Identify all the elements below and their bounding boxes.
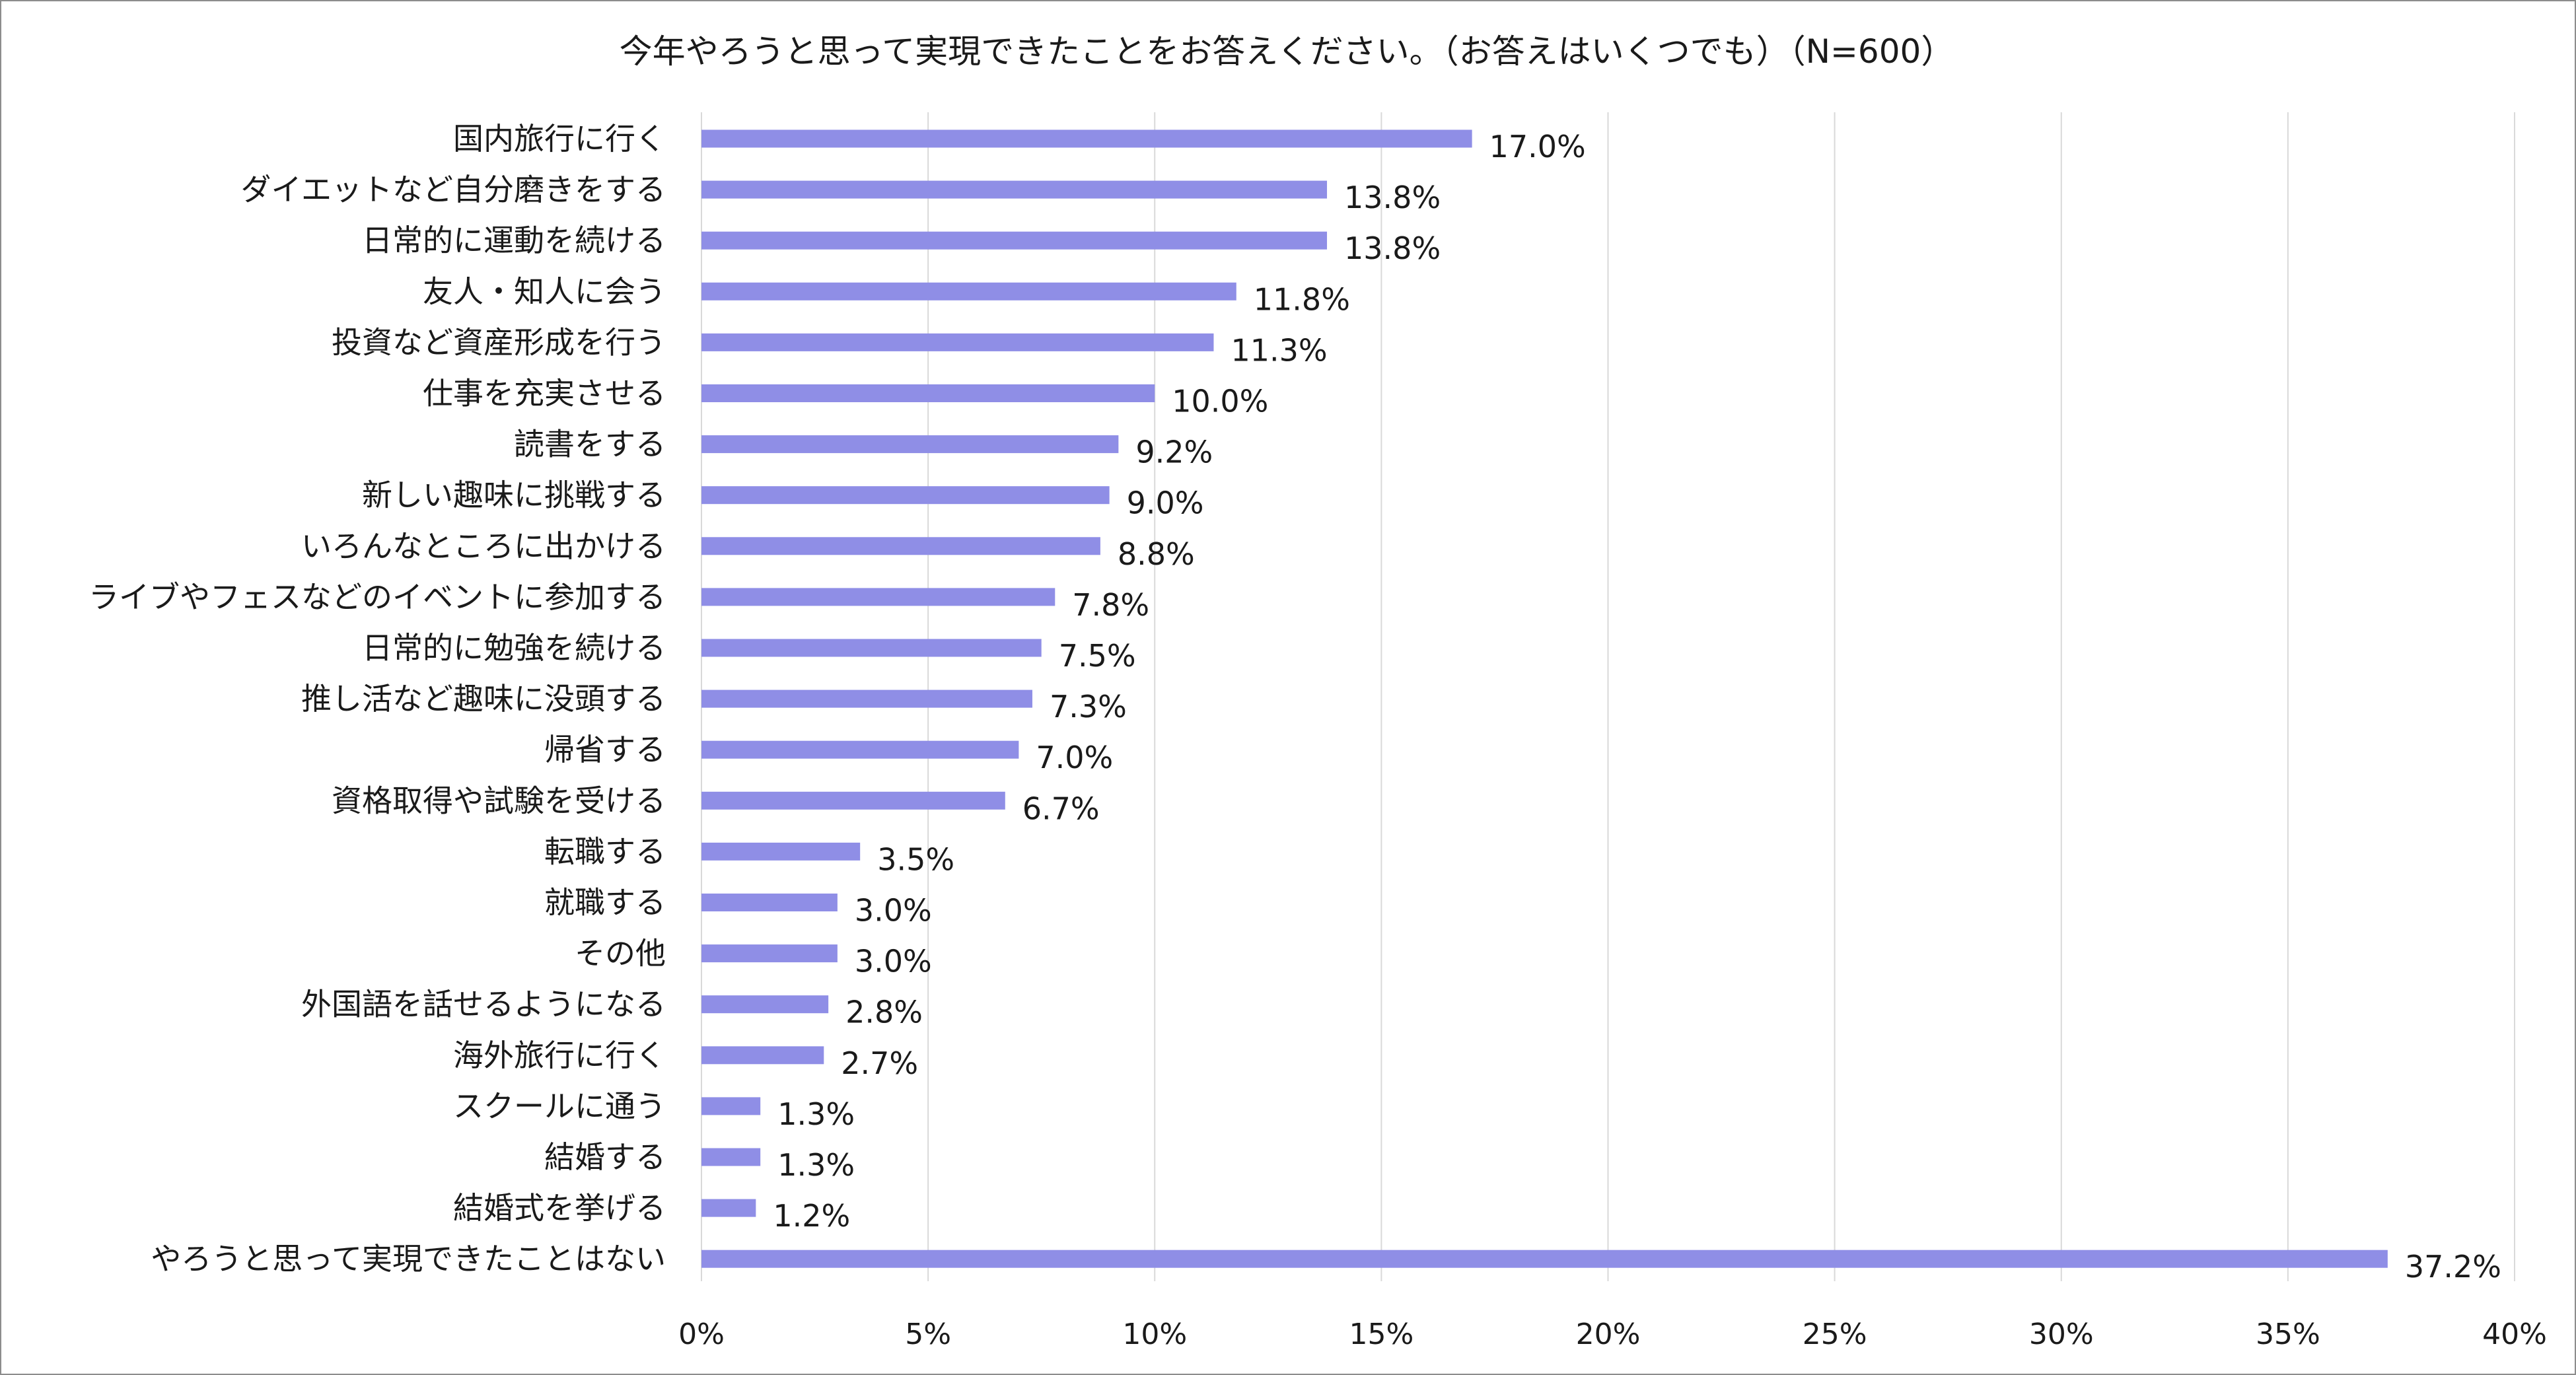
bar	[701, 1097, 761, 1115]
x-tick-label: 25%	[1803, 1318, 1867, 1351]
category-label: 転職する	[544, 833, 666, 869]
bar	[701, 435, 1119, 454]
data-label: 7.0%	[1036, 740, 1113, 775]
data-label: 13.8%	[1344, 230, 1441, 266]
x-tick-label: 40%	[2482, 1318, 2547, 1351]
data-label: 37.2%	[2405, 1249, 2501, 1285]
category-label: 帰省する	[544, 732, 666, 767]
data-label: 1.3%	[777, 1096, 855, 1132]
category-label: 就職する	[544, 885, 666, 921]
data-label: 17.0%	[1489, 129, 1586, 164]
category-label: 資格取得や試験を受ける	[332, 783, 666, 818]
data-label: 6.7%	[1022, 791, 1100, 826]
data-label: 10.0%	[1172, 384, 1268, 419]
bar	[701, 333, 1214, 351]
x-tick-label: 15%	[1349, 1318, 1413, 1351]
category-label: ダイエットなど自分磨きをする	[240, 172, 666, 207]
category-label: やろうと思って実現できたことはない	[151, 1241, 666, 1277]
category-label: スクールに通う	[453, 1088, 666, 1124]
data-label: 7.3%	[1050, 689, 1127, 724]
category-label: 友人・知人に会う	[423, 273, 666, 309]
category-label: 外国語を話せるようになる	[301, 987, 666, 1022]
category-label: 推し活など趣味に没頭する	[301, 681, 666, 717]
bar	[701, 791, 1005, 810]
x-tick-label: 30%	[2029, 1318, 2094, 1351]
x-tick-label: 0%	[678, 1318, 725, 1351]
category-label: 日常的に勉強を続ける	[362, 630, 666, 666]
category-label: 仕事を充実させる	[423, 376, 666, 411]
data-label: 1.3%	[777, 1147, 855, 1183]
category-label: ライブやフェスなどのイベントに参加する	[89, 579, 666, 615]
bar	[701, 689, 1032, 708]
x-tick-label: 20%	[1576, 1318, 1641, 1351]
category-label: 投資など資産形成を行う	[332, 324, 666, 360]
category-label: その他	[575, 936, 666, 971]
bar	[701, 129, 1472, 148]
bar	[701, 639, 1042, 657]
bar	[701, 1250, 2388, 1268]
category-label: 結婚する	[544, 1139, 666, 1175]
bar	[701, 231, 1328, 250]
x-tick-label: 10%	[1122, 1318, 1187, 1351]
x-axis-tick-labels: 0% 5% 10% 15% 20% 25% 30% 35% 40%	[678, 1318, 2547, 1351]
bar	[701, 180, 1328, 199]
grid-layer	[701, 112, 2515, 1281]
data-label: 9.0%	[1127, 485, 1204, 521]
bar	[701, 894, 838, 911]
bar	[701, 1148, 761, 1166]
data-label: 11.3%	[1231, 332, 1327, 368]
data-label: 2.8%	[845, 995, 923, 1030]
data-label: 13.8%	[1344, 180, 1441, 215]
bar	[701, 740, 1019, 759]
bar	[701, 1046, 824, 1065]
data-label: 9.2%	[1135, 435, 1213, 470]
category-label: 新しい趣味に挑戦する	[362, 477, 666, 513]
data-label: 2.7%	[841, 1045, 918, 1081]
data-label: 7.8%	[1072, 587, 1149, 623]
data-label: 8.8%	[1118, 536, 1195, 572]
bar	[701, 486, 1110, 505]
bar	[701, 282, 1236, 300]
bar-layer	[701, 129, 2388, 1268]
category-labels: 国内旅行に行くダイエットなど自分磨きをする日常的に運動を続ける友人・知人に会う投…	[89, 121, 666, 1277]
category-label: 海外旅行に行く	[453, 1038, 666, 1073]
data-label: 3.0%	[855, 944, 932, 979]
bar	[701, 588, 1055, 606]
bar	[701, 995, 829, 1014]
data-label: 3.5%	[877, 841, 954, 877]
category-label: いろんなところに出かける	[301, 528, 666, 564]
bar	[701, 537, 1100, 555]
x-tick-label: 35%	[2256, 1318, 2320, 1351]
data-label: 11.8%	[1254, 281, 1350, 317]
bar	[701, 944, 838, 963]
category-label: 読書をする	[514, 427, 666, 462]
bar	[701, 1199, 756, 1217]
value-labels: 17.0% 13.8% 13.8% 11.8% 11.3% 10.0% 9.2% 9.0% 8.…	[773, 129, 2501, 1285]
chart-title: 今年やろうと思って実現できたことをお答えください。（お答えはいくつでも）（N=6…	[619, 32, 1954, 71]
bar	[701, 384, 1155, 402]
category-label: 国内旅行に行く	[453, 121, 666, 157]
bar	[701, 842, 861, 861]
x-tick-label: 5%	[905, 1318, 951, 1351]
category-label: 日常的に運動を続ける	[362, 223, 666, 258]
data-label: 1.2%	[773, 1198, 850, 1234]
data-label: 3.0%	[855, 893, 932, 929]
data-label: 7.5%	[1059, 638, 1136, 674]
category-label: 結婚式を挙げる	[453, 1190, 666, 1226]
